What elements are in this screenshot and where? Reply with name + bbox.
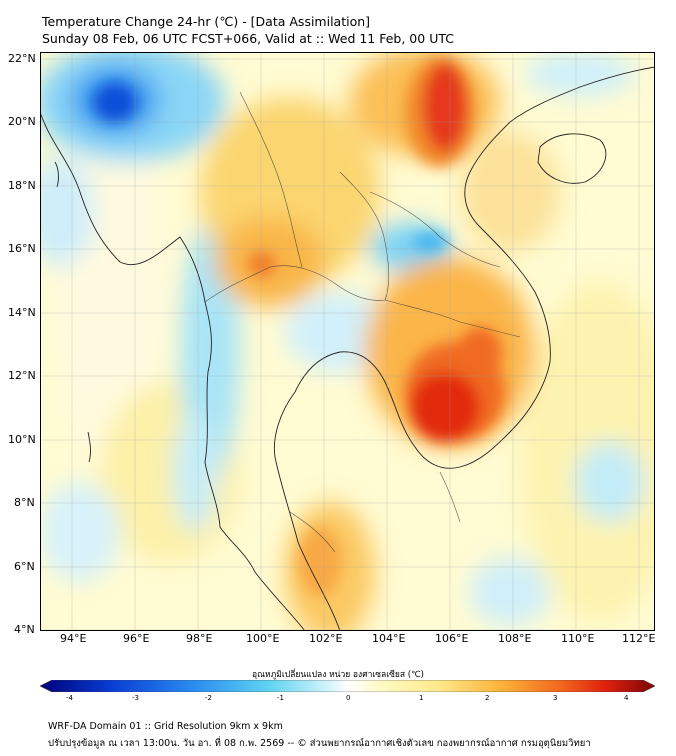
lat-tick-label: 20°N (8, 115, 36, 128)
lat-tick-label: 22°N (8, 52, 36, 65)
lat-tick-label: 4°N (14, 623, 35, 636)
lat-tick-label: 14°N (8, 306, 36, 319)
colorbar-tick: 2 (485, 694, 490, 702)
footer-model-info: WRF-DA Domain 01 :: Grid Resolution 9km … (48, 721, 283, 732)
lon-tick-label: 112°E (622, 632, 656, 645)
lat-tick-label: 10°N (8, 433, 36, 446)
lat-tick-label: 12°N (8, 369, 36, 382)
colorbar-tick: 0 (346, 694, 351, 702)
hot-cores (93, 57, 505, 597)
lat-tick-label: 18°N (8, 179, 36, 192)
lon-tick-label: 104°E (372, 632, 406, 645)
footer-credit: ปรับปรุงข้อมูล ณ เวลา 13:00น. วัน อา. ที… (48, 738, 591, 749)
lon-tick-label: 110°E (561, 632, 595, 645)
lon-tick-label: 102°E (309, 632, 343, 645)
colorbar-tick: -1 (277, 694, 284, 702)
colorbar-label: อุณหภูมิเปลี่ยนแปลง หน่วย องศาเซลเซียส (… (252, 670, 424, 680)
colorbar (40, 680, 655, 692)
colorbar-tick: -2 (205, 694, 212, 702)
coastlines (40, 66, 655, 631)
chart-subtitle: Sunday 08 Feb, 06 UTC FCST+066, Valid at… (42, 31, 454, 46)
lon-tick-label: 98°E (186, 632, 213, 645)
borders (204, 91, 521, 553)
lon-tick-label: 96°E (123, 632, 150, 645)
lat-tick-label: 6°N (14, 560, 35, 573)
lon-tick-label: 100°E (246, 632, 280, 645)
colorbar-tick: -4 (66, 694, 73, 702)
colorbar-tick: 3 (553, 694, 558, 702)
lat-tick-label: 8°N (14, 496, 35, 509)
temperature-change-map (40, 52, 655, 631)
lon-tick-label: 108°E (498, 632, 532, 645)
colorbar-tick: 4 (624, 694, 629, 702)
chart-title: Temperature Change 24-hr (℃) - [Data Ass… (42, 14, 371, 29)
lon-tick-label: 106°E (435, 632, 469, 645)
colorbar-tick: 1 (419, 694, 424, 702)
colorbar-tick: -3 (132, 694, 139, 702)
lat-tick-label: 16°N (8, 242, 36, 255)
lon-tick-label: 94°E (60, 632, 87, 645)
